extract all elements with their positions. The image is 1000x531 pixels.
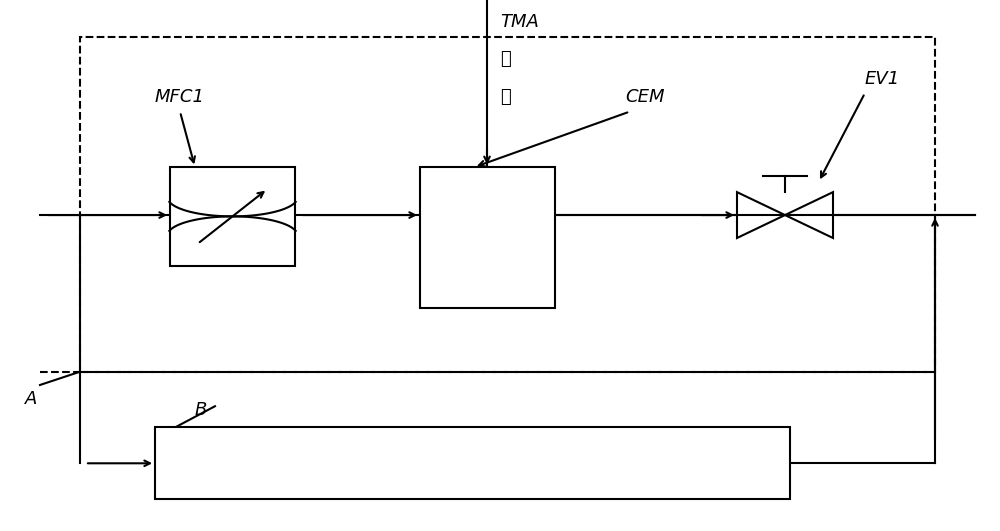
- Text: B: B: [195, 401, 207, 419]
- Bar: [420, 167, 555, 308]
- Text: 供: 供: [500, 50, 511, 68]
- Bar: [170, 167, 295, 266]
- Bar: [155, 427, 790, 499]
- Text: MFC1: MFC1: [155, 88, 205, 106]
- Text: A: A: [25, 390, 37, 408]
- Text: TMA: TMA: [500, 13, 539, 31]
- Text: EV1: EV1: [865, 70, 900, 88]
- Text: 输: 输: [500, 88, 511, 106]
- Text: CEM: CEM: [625, 88, 664, 106]
